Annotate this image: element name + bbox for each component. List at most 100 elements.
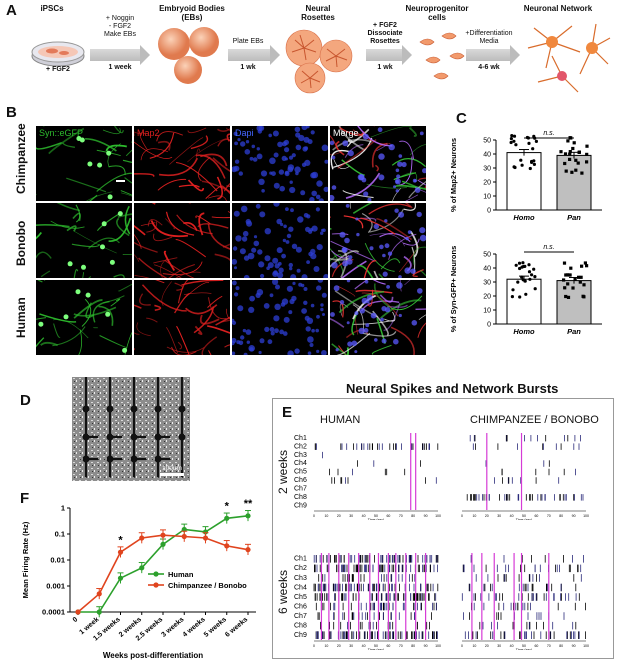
nucleus	[288, 226, 294, 232]
time-tick-label: 100	[583, 644, 589, 648]
nucleus	[346, 280, 351, 283]
legend-label: Human	[168, 570, 194, 579]
micrograph-1-0	[36, 203, 132, 278]
neurite	[345, 172, 381, 200]
nucleus	[287, 350, 294, 355]
data-point	[181, 533, 187, 540]
nucleus	[333, 285, 340, 292]
neurite	[420, 269, 426, 277]
nucleus	[286, 233, 292, 239]
nucleus	[365, 323, 370, 328]
micrograph-texture	[134, 127, 230, 201]
nucleus	[330, 312, 335, 317]
neurite	[53, 323, 61, 338]
neurite	[344, 144, 364, 158]
time-tick-label: 100	[435, 514, 441, 518]
neurite	[337, 332, 371, 355]
data-point	[563, 152, 568, 156]
neurite	[380, 258, 401, 270]
cell-body	[63, 314, 69, 320]
neurite	[417, 322, 426, 338]
nucleus	[311, 171, 319, 179]
y-tick-label: 30	[483, 280, 491, 287]
neurite	[338, 250, 348, 278]
micrograph-2-1	[134, 280, 230, 355]
nucleus	[320, 303, 324, 307]
neurite	[122, 159, 132, 163]
nucleus	[331, 262, 338, 269]
neurite	[330, 142, 342, 155]
neurite	[66, 177, 107, 193]
neurite	[201, 180, 230, 193]
col-pan: CHIMPANZEE / BONOBO	[470, 414, 599, 426]
nucleus	[291, 295, 297, 302]
micrograph-texture	[134, 203, 230, 278]
nucleus	[278, 169, 285, 175]
nucleus	[253, 240, 260, 247]
nucleus	[348, 255, 353, 260]
neurite	[36, 231, 43, 240]
neurite	[221, 319, 230, 323]
micrograph-texture	[36, 203, 132, 278]
neurite	[81, 298, 92, 327]
data-point	[117, 575, 124, 581]
neurite	[193, 306, 215, 334]
time-tick-label: 70	[547, 514, 551, 518]
nucleus	[384, 243, 390, 249]
cell-body	[81, 264, 86, 270]
neurite	[36, 142, 62, 150]
time-tick-label: 10	[472, 514, 476, 518]
nucleus	[243, 352, 248, 355]
neurite	[113, 274, 125, 278]
nucleus	[259, 338, 265, 344]
micrograph-1-1	[134, 203, 230, 278]
row-label-chimpanzee: Chimpanzee	[14, 123, 28, 194]
nucleus	[245, 329, 252, 335]
neurite	[124, 177, 132, 184]
neurite	[36, 251, 52, 259]
data-point	[117, 549, 124, 555]
nucleus	[354, 350, 358, 354]
neurite	[195, 215, 211, 225]
neurite	[391, 158, 426, 168]
nucleus	[295, 171, 299, 176]
nucleus	[398, 211, 405, 218]
neurite	[125, 149, 132, 157]
nucleus	[384, 219, 388, 223]
data-point	[582, 283, 586, 287]
nucleus	[249, 295, 255, 302]
nucleus	[273, 152, 279, 158]
nucleus	[289, 186, 296, 194]
nucleus	[261, 189, 265, 193]
nucleus	[284, 170, 289, 175]
time-axis-label: Time (sec)	[368, 648, 384, 650]
nucleus	[366, 300, 370, 304]
step2-time: 1 wk	[240, 64, 256, 71]
data-point	[518, 295, 522, 299]
nucleus	[330, 140, 335, 146]
neurite	[73, 268, 79, 278]
data-point	[569, 266, 573, 270]
neurite	[154, 304, 162, 312]
neurite	[354, 280, 368, 290]
row-2weeks: 2 weeks	[276, 449, 290, 494]
data-point	[245, 547, 251, 553]
nucleus	[404, 267, 411, 274]
neurite	[171, 346, 197, 355]
nucleus	[278, 267, 284, 273]
nucleus	[274, 263, 280, 269]
nucleus	[296, 268, 301, 273]
neurite	[134, 332, 140, 335]
neurite	[39, 313, 77, 323]
time-tick-label: 60	[534, 644, 538, 648]
neurite	[403, 238, 420, 246]
scale-bar-label: 100um	[162, 465, 182, 472]
nucleus	[324, 159, 328, 164]
micrograph-texture	[330, 126, 426, 201]
data-point	[532, 267, 536, 271]
data-point	[519, 158, 523, 162]
time-tick-label: 80	[559, 644, 563, 648]
x-tick-label: Homo	[513, 213, 535, 222]
channel-label: Ch8	[294, 494, 307, 501]
nucleus	[307, 351, 312, 355]
